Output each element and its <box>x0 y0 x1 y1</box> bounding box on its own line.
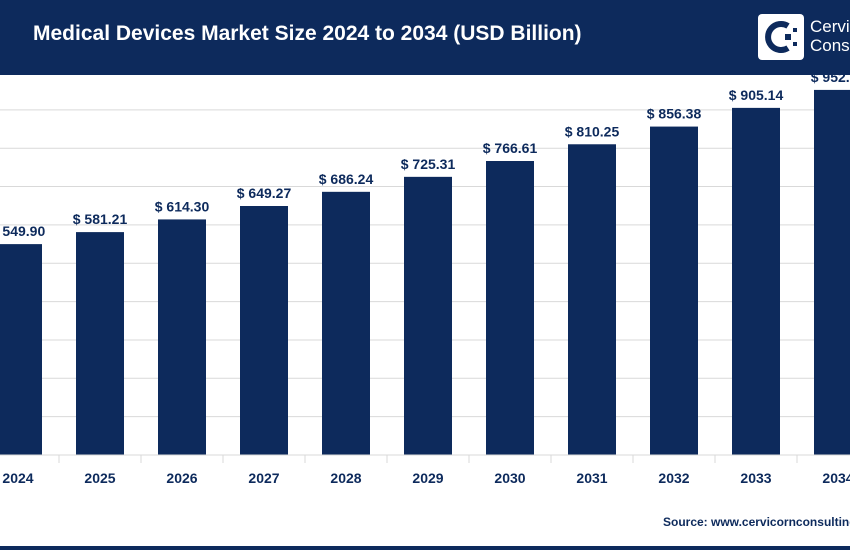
x-tick-label-2030: 2030 <box>494 470 525 486</box>
data-label-2027: $ 649.27 <box>237 185 292 201</box>
x-tick-label-2034: 2034 <box>822 470 850 486</box>
data-label-2028: $ 686.24 <box>319 171 374 187</box>
data-label-2029: $ 725.31 <box>401 156 456 172</box>
chart-header: Medical Devices Market Size 2024 to 2034… <box>0 0 850 75</box>
chart-title: Medical Devices Market Size 2024 to 2034… <box>33 22 582 45</box>
x-tick-label-2033: 2033 <box>740 470 771 486</box>
data-label-2031: $ 810.25 <box>565 123 620 139</box>
bar-2024 <box>0 244 42 455</box>
x-tick-labels: 2024 2025 2026 2027 2028 2029 2030 2031 2032 2033… <box>2 470 850 486</box>
data-labels: $ 549.90 $ 581.21 $ 614.30 $ 649.27 $ 686.24… <box>0 75 850 239</box>
bottom-rule <box>0 546 850 550</box>
data-label-2026: $ 614.30 <box>155 198 210 214</box>
x-tick-label-2025: 2025 <box>84 470 115 486</box>
bar-chart: $ 549.90 $ 581.21 $ 614.30 $ 649.27 $ 686.24… <box>0 75 850 486</box>
x-tick-label-2029: 2029 <box>412 470 443 486</box>
bar-2025 <box>76 232 124 455</box>
x-tick-label-2026: 2026 <box>166 470 197 486</box>
x-tick-label-2032: 2032 <box>658 470 689 486</box>
bars <box>0 89 850 456</box>
x-tick-label-2027: 2027 <box>248 470 279 486</box>
logo-text: Cervicorn Consulting <box>810 17 850 55</box>
bar-2028 <box>322 191 370 455</box>
bar-2030 <box>486 161 534 455</box>
bar-2029 <box>404 176 452 455</box>
x-tick-label-2028: 2028 <box>330 470 361 486</box>
data-label-2033: $ 905.14 <box>729 87 784 103</box>
x-tick-label-2024: 2024 <box>2 470 33 486</box>
company-logo: Cervicorn Consulting <box>758 14 850 60</box>
source-note: Source: www.cervicornconsulting.com <box>663 515 850 529</box>
logo-line-2: Consulting <box>810 36 850 55</box>
bar-2034 <box>814 89 850 456</box>
logo-line-1: Cervicorn <box>810 17 850 36</box>
bar-2033 <box>732 107 780 455</box>
bar-2026 <box>158 219 206 455</box>
bar-2027 <box>240 206 288 455</box>
data-label-2032: $ 856.38 <box>647 106 702 122</box>
bar-2032 <box>650 126 698 455</box>
x-tick-label-2031: 2031 <box>576 470 607 486</box>
data-label-2024: $ 549.90 <box>0 223 45 239</box>
data-label-2034: $ 952.00 <box>811 75 850 85</box>
bar-2031 <box>568 144 616 455</box>
data-label-2030: $ 766.61 <box>483 140 538 156</box>
data-label-2025: $ 581.21 <box>73 211 128 227</box>
logo-icon <box>758 14 804 60</box>
